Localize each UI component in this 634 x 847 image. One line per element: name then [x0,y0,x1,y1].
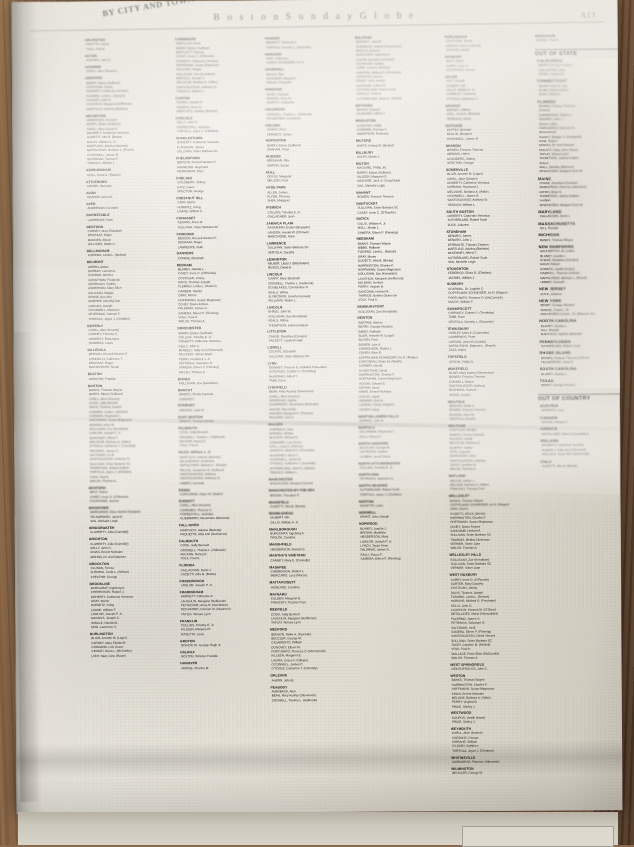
obituary-name-entry: GILLIS, William A. Jr. [269,519,353,524]
obituary-name-entry: SPECTOR, George [446,160,530,165]
obituary-name-entry: BOWEN, Frances Theresa [356,194,440,199]
obituary-name-entry: SANDRAS, Laura [87,340,171,345]
obituary-name-entry: WALSH, Thomas A. [178,369,262,374]
obituary-name-entry: KENNEDY, James [266,131,350,136]
obituary-name-entry: TAPLIN, Tamara Lynn [180,611,264,616]
newspaper-page: B o s t o n S u n d a y G l o b e A13 20… [12,0,623,814]
obituary-name-entry: SPECTOR, George [176,189,260,194]
obituary-name-entry: CROWELL, Thelma L. (Holbrook) [271,697,355,702]
obituary-name-entry: AHERN, John B. [270,677,354,682]
obituary-name-entry: VAIL, Michelle Leigh [356,183,440,188]
focus-blur-band [14,393,621,517]
page-bottom-shadow [16,740,622,778]
obituary-name-entry: KEARNS, Anne M. [86,195,170,200]
obituary-name-entry: FLEMING, Linda L. (Nelson) [87,253,171,258]
obituary-name-entry: PAOLINI, Carolina [269,535,353,540]
obituary-name-entry: TORTOLA, Joyce J. (Chiofaro) [87,316,171,321]
obituary-name-entry: CONNIE, Elizabeth [177,255,261,260]
lower-page-box [462,826,614,847]
obituary-name-entry: VAIL, Michelle Leigh [89,518,173,523]
obituary-name-entry: WILLIAMS, Walter L. [267,298,351,303]
obituary-name-entry: HOWLAND, Carolina [270,584,354,589]
obituary-name-entry: LAWRENCE, Ruth [177,244,261,249]
obituary-name-entry: WILLIAMS, Walter L. [87,241,171,246]
obituary-name-entry: NELSON, Fred [266,178,350,183]
obituary-name-entry: BISHOP, Dr. George Hugh Jr. [180,643,264,648]
obituary-name-entry: KALES, Martin L. [356,154,440,159]
obituary-name-entry: GOLL, Carol A. (Roman) [86,172,170,177]
obituary-name-entry: PRICE, Shirley J. [451,719,535,724]
obituary-name-entry: SULLIVAN, Sister Barbara SC [176,224,260,229]
obituary-name-entry: TAPLIN, Tamara Lynn [270,620,354,625]
obituary-name-entry: SAMERA, Eileen P. (Fleming) [359,556,443,561]
obituary-name-entry: SHEA, Margaret [266,198,350,203]
obituary-name-entry: PAQUETTE, Alba Ann (DeChiesis) [179,531,263,536]
obituary-name-entry: SPECTOR, George [89,574,173,579]
obituary-name-entry: ZAZA, Maria [448,348,532,353]
obituary-name-entry: LAWRENCE, Ruth [86,217,170,222]
obituary-name-entry: KOLLIGIAN, Zoe (Kenobian) [357,309,441,314]
obituary-name-entry: McCOY, William F. [447,299,531,304]
obituary-name-entry: CANNEY, Mary E. (Connolly) [269,558,353,563]
obituary-name-entry: PRICE, Shirley J. [451,704,535,709]
focus-blur-right [548,58,620,388]
obituary-name-entry: KOLLIGIAN, Zoe (Kenobian) [178,380,262,385]
obituary-name-entry: MERCURIO, Lucy (Mucco) [269,573,353,578]
obituary-name-entry: LONY, Mary Jane (Rowe) [90,653,174,658]
obituary-name-entry: THOMPSON, Juliana DuBois [267,322,351,327]
focus-blur-top [12,0,619,132]
obituary-name-entry: MORSE, Charles M. [180,665,264,670]
obituary-name-entry: ZUCK, Julianne [446,222,530,227]
obituary-name-entry: VERTOLA, Dorothy [267,249,351,254]
obituary-name-entry: LOANE, William F. [176,209,260,214]
obituary-name-entry: WINSTON, Franklin [88,376,172,381]
obituary-name-entry: WHITE, Kelsey M. (McNeil) [356,143,440,148]
obituary-name-entry: O'CONNELL, James R. [446,136,530,141]
obituary-name-entry: MOHAN, Dr. Arol Natesan [89,554,173,559]
obituary-name-entry: MICHEL, Bernard [86,183,170,188]
obituary-name-entry: BOLTON, Winston Franklin [180,654,264,659]
obituary-name-entry: HENDERSON, Russell S. [269,546,353,551]
page-gutter-shadow [12,2,43,814]
obituary-name-entry: TABB, Rosa [268,378,352,383]
obituary-name-entry: SACKETT, Leyland Hugh [267,338,351,343]
obituary-name-entry: WALSH, Thomas A. [177,319,261,324]
obituary-name-entry: SULLIVAN, Sister Barbara SC [176,149,260,154]
obituary-name-entry: ANDERSON, Kenneth [86,206,170,211]
obituary-name-entry: CASEY, Irene C. (O'Rourke) [356,210,440,215]
page-bottom-blank [16,774,622,814]
obituary-name-entry: GUDETTI, Afra B. (Bretta) [179,571,263,576]
obituary-name-entry: VENTOLA, Dorothy L. (Doucette) [447,319,531,324]
obituary-name-entry: MARTIN, Susan [266,163,350,168]
obituary-name-entry: WALSH, Thomas A. [450,655,534,660]
obituary-name-entry: RASETTA, Louis [180,631,264,636]
obituary-name-entry: MON, Lawrence S. [90,624,174,629]
obituary-name-entry: LAWLOR, Joseph P. Jr. [180,583,264,588]
obituary-name-entry: PINAUSKY, Thomas Paul [270,600,354,605]
obituary-name-entry: JACOBS, William J. [447,275,531,280]
obituary-name-entry: SULLIVAN, Sister Barbara SC [268,354,352,359]
obituary-name-entry: MARKARIAN, Elsie [176,169,260,174]
obituary-name-entry: WALSH, Thomas A. [449,546,533,551]
obituary-name-entry: MARCHIONE, Anne [267,234,351,239]
obituary-name-entry: FLAHERTY, Julia (Connolly) [89,530,173,535]
obituary-name-entry: VOLK, Paul A. [357,297,441,302]
obituary-name-entry: GALLAGHER, Joan [266,214,350,219]
obituary-name-entry: MAGNUSSON, Susan [88,365,172,370]
obituary-name-entry: TIDDOLD, William L. [446,202,530,207]
obituary-name-entry: SAMERA, Eileen P. (Fleming) [356,230,440,235]
obituary-name-entry: NEKITOPOULOS, John C. [450,666,534,671]
obituary-name-entry: LIPSON, Phillip D. [448,359,532,364]
obituary-name-entry: VOLK, Paul A. [179,556,263,561]
obituary-name-entry: TIDDOLD, William L. [86,161,170,166]
obituary-name-entry: GUERRIERO, Rosemarie (Moscato) [179,516,263,521]
obituary-name-entry: RUSSO, David A. [267,265,351,270]
obituary-name-entry: VERNER, Sister Joan [449,566,533,571]
obituary-name-entry: GRAHAM, Peter [266,147,350,152]
obituary-name-entry: ANDERSON, Frederick [356,131,440,136]
obituary-name-entry: O'TOOLE, Catherine T. (Connolly) [270,666,354,671]
obituary-name-entry: VAIL, Michelle Leigh [447,259,531,264]
obituary-name-entry: KRANT, John Joseph [359,514,443,519]
